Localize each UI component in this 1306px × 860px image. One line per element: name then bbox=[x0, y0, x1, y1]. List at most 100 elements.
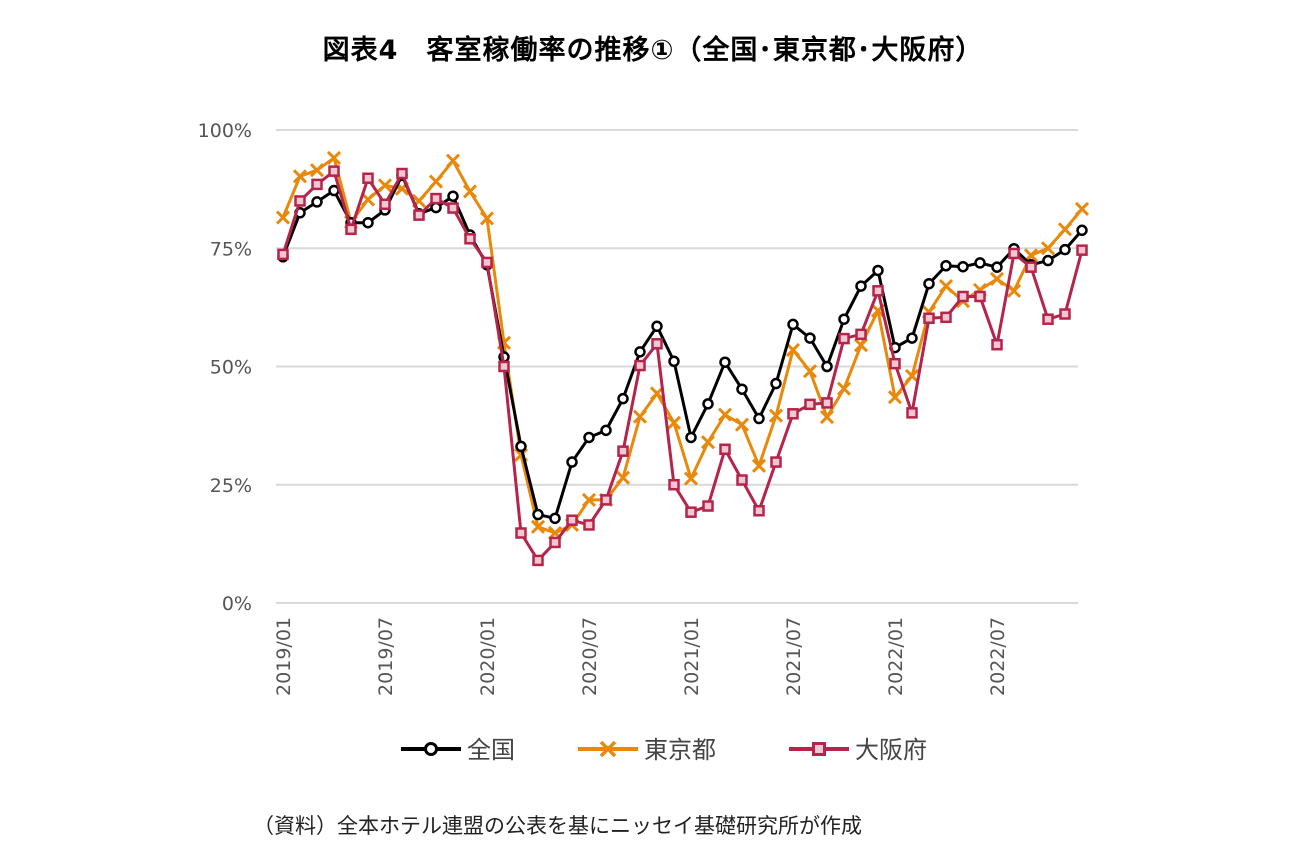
legend-item: 全国 bbox=[401, 736, 515, 764]
data-point bbox=[651, 320, 663, 333]
data-point bbox=[447, 190, 459, 202]
data-point bbox=[1006, 283, 1022, 298]
y-tick-label: 100% bbox=[198, 120, 252, 142]
data-point bbox=[532, 508, 544, 521]
data-point bbox=[855, 280, 867, 292]
data-point bbox=[734, 417, 750, 432]
data-point bbox=[328, 184, 340, 197]
y-axis-ticks: 0% 25% 50% 75% 100% bbox=[198, 120, 252, 615]
x-tick-label: 2022/01 bbox=[885, 617, 907, 696]
data-point bbox=[549, 536, 561, 549]
data-point bbox=[736, 474, 748, 486]
data-point bbox=[940, 260, 952, 272]
data-point bbox=[311, 196, 323, 208]
data-point bbox=[1059, 308, 1071, 320]
source-note: （資料）全本ホテル連盟の公表を基にニッセイ基礎研究所が作成 bbox=[253, 814, 862, 838]
data-point bbox=[345, 223, 357, 236]
series-line bbox=[281, 156, 1084, 535]
legend: 全国 東京都 大阪府 bbox=[401, 736, 927, 764]
series-lines bbox=[275, 150, 1090, 567]
data-point bbox=[1076, 224, 1088, 237]
data-point bbox=[991, 338, 1003, 351]
data-point bbox=[530, 519, 546, 534]
data-point bbox=[379, 198, 391, 211]
data-point bbox=[1074, 201, 1090, 217]
data-point bbox=[581, 492, 597, 507]
series-1 bbox=[277, 169, 1088, 525]
data-point bbox=[906, 407, 918, 419]
data-point bbox=[583, 431, 595, 444]
data-point bbox=[872, 264, 884, 277]
data-point bbox=[532, 554, 544, 567]
data-point bbox=[787, 408, 799, 420]
data-point bbox=[974, 290, 986, 303]
legend-item: 東京都 bbox=[578, 736, 716, 764]
data-point bbox=[838, 332, 850, 345]
data-point bbox=[1008, 247, 1020, 260]
x-tick-label: 2020/01 bbox=[477, 617, 499, 696]
data-point bbox=[600, 424, 612, 437]
data-point bbox=[702, 500, 714, 512]
data-point bbox=[785, 342, 801, 358]
data-point bbox=[377, 178, 393, 193]
data-point bbox=[991, 261, 1003, 273]
x-tick-label: 2022/07 bbox=[987, 617, 1009, 696]
data-point bbox=[632, 409, 648, 424]
data-point bbox=[617, 445, 629, 457]
data-point bbox=[481, 256, 493, 269]
legend-marker bbox=[599, 740, 617, 758]
x-tick-label: 2020/07 bbox=[579, 617, 601, 696]
data-point bbox=[617, 392, 629, 405]
data-point bbox=[804, 332, 816, 344]
legend-label: 全国 bbox=[467, 736, 515, 764]
data-point bbox=[753, 505, 765, 517]
data-point bbox=[479, 211, 495, 226]
data-point bbox=[957, 260, 969, 273]
data-point bbox=[413, 209, 425, 221]
data-point bbox=[430, 201, 442, 214]
data-point bbox=[887, 390, 903, 405]
data-point bbox=[566, 456, 578, 468]
data-point bbox=[872, 285, 884, 297]
legend-label: 大阪府 bbox=[855, 736, 927, 764]
data-point bbox=[1057, 222, 1073, 237]
data-point bbox=[1059, 243, 1071, 256]
data-point bbox=[515, 527, 527, 539]
data-point bbox=[685, 431, 697, 444]
data-point bbox=[1042, 254, 1054, 267]
data-point bbox=[668, 479, 680, 491]
data-point bbox=[787, 318, 799, 331]
data-point bbox=[974, 257, 986, 269]
data-point bbox=[906, 332, 918, 344]
data-point bbox=[634, 359, 646, 372]
data-point bbox=[447, 202, 459, 214]
data-point bbox=[462, 184, 478, 199]
data-point bbox=[904, 368, 920, 384]
y-tick-label: 25% bbox=[210, 475, 252, 497]
data-point bbox=[294, 195, 306, 207]
gridlines bbox=[276, 129, 1078, 604]
data-point bbox=[428, 174, 444, 189]
data-point bbox=[515, 440, 527, 453]
data-point bbox=[275, 210, 291, 225]
data-point bbox=[1025, 261, 1037, 273]
x-tick-label: 2019/01 bbox=[273, 617, 295, 696]
data-point bbox=[430, 192, 442, 205]
legend-marker bbox=[424, 742, 438, 756]
data-point bbox=[836, 381, 852, 396]
series-line bbox=[281, 173, 1084, 520]
y-tick-label: 75% bbox=[210, 238, 252, 260]
data-point bbox=[819, 410, 835, 425]
series-3 bbox=[277, 165, 1088, 567]
data-point bbox=[923, 277, 935, 290]
chart-title: 図表4 客室稼働率の推移①（全国･東京都･大阪府） bbox=[322, 35, 984, 66]
data-point bbox=[498, 360, 510, 373]
data-point bbox=[719, 356, 731, 368]
data-point bbox=[600, 494, 612, 506]
data-point bbox=[753, 412, 765, 425]
x-tick-label: 2019/07 bbox=[375, 617, 397, 696]
data-point bbox=[838, 313, 850, 325]
data-point bbox=[719, 443, 731, 456]
data-point bbox=[889, 357, 901, 370]
